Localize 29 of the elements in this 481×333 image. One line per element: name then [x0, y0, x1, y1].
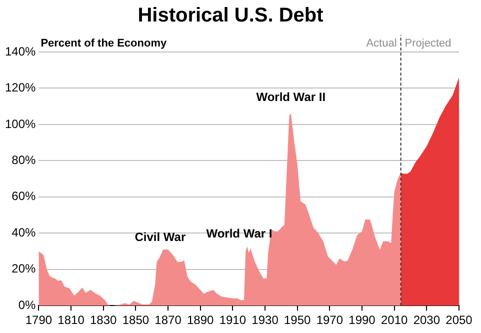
x-tick-label: 1810: [58, 313, 85, 328]
y-tick-label: 0%: [18, 298, 36, 312]
x-tick-label: 1950: [284, 313, 312, 328]
x-tick-label: 2050: [446, 313, 473, 328]
x-tick-label: 1850: [122, 313, 150, 328]
x-tick-label: 1970: [316, 313, 344, 328]
y-tick-label: 80%: [12, 153, 36, 167]
annotation: Civil War: [134, 230, 186, 244]
x-tick-label: 1990: [348, 313, 376, 328]
y-tick-label: 120%: [4, 80, 36, 95]
annotation: World War I: [206, 226, 272, 241]
annotation: World War II: [256, 90, 326, 104]
x-tick-label: 1830: [90, 313, 118, 328]
x-tick-label: 2030: [413, 313, 440, 328]
y-tick-label: 60%: [12, 189, 36, 204]
x-tick-label: 2010: [380, 313, 408, 328]
y-tick-label: 100%: [4, 116, 36, 131]
y-axis-title: Percent of the Economy: [40, 38, 168, 50]
text: Projected: [404, 38, 452, 50]
chart-title: Historical U.S. Debt: [138, 4, 324, 27]
x-tick-label: 1790: [25, 313, 52, 328]
y-tick-label: 20%: [12, 262, 36, 276]
x-tick-label: 1890: [186, 313, 214, 328]
x-tick-label: 1910: [219, 313, 246, 328]
y-tick-label: 40%: [12, 225, 36, 240]
x-tick-label: 1870: [154, 313, 182, 328]
ref-line-label: Actual: [366, 38, 397, 50]
x-tick-label: 1930: [252, 313, 279, 328]
y-tick-label: 140%: [4, 44, 36, 58]
